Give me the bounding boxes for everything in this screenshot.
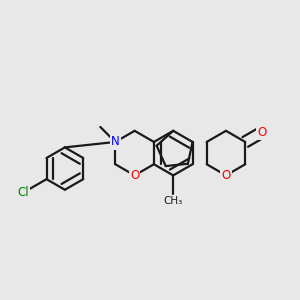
Text: O: O [130, 169, 139, 182]
Text: N: N [111, 136, 120, 148]
Text: CH₃: CH₃ [164, 196, 183, 206]
Text: O: O [221, 169, 231, 182]
Text: O: O [257, 126, 266, 139]
Text: Cl: Cl [18, 186, 29, 199]
